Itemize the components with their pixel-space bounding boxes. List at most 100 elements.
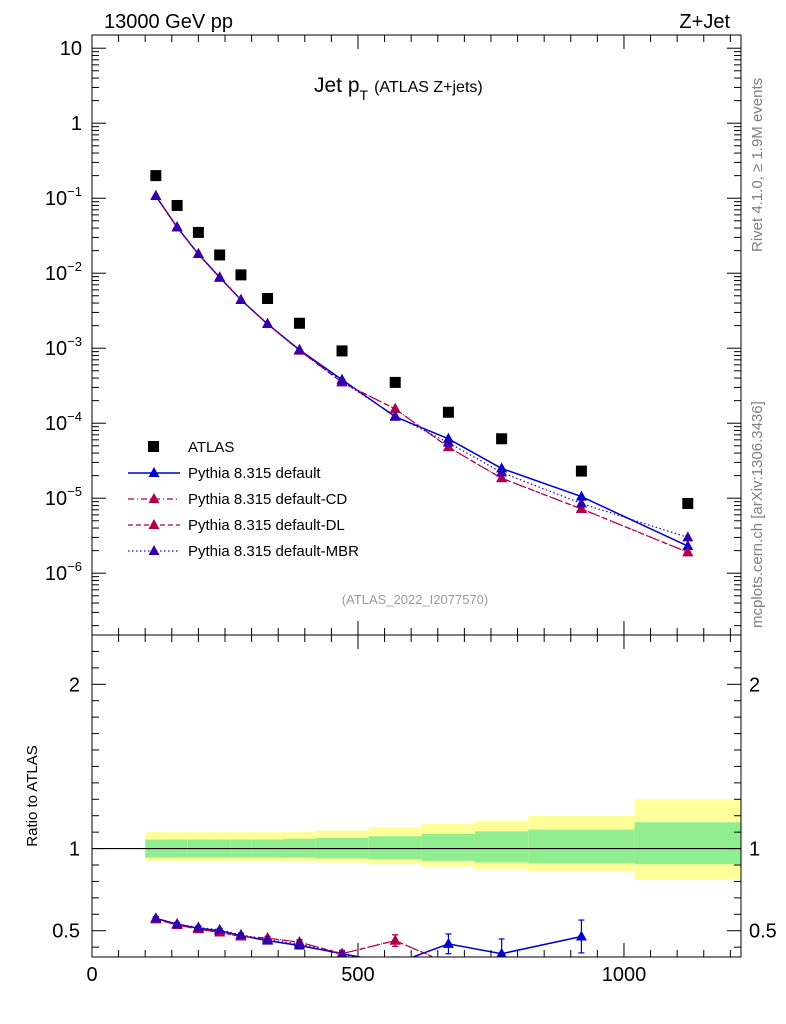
tick-base: 10 bbox=[45, 338, 67, 360]
mc-series-marker bbox=[389, 402, 401, 413]
tick-base: 10 bbox=[45, 263, 67, 285]
ratio-y-tick-label-right: 1 bbox=[749, 839, 760, 861]
ratio-series-marker bbox=[150, 912, 162, 923]
atlas-data-point bbox=[293, 317, 305, 329]
tick-exponent: −4 bbox=[67, 409, 82, 424]
ratio-axes: 0.5 0.5 1 1 2 2 0 500 1000 bbox=[52, 635, 777, 986]
ratio-series-line bbox=[155, 917, 582, 957]
mc-series-marker bbox=[171, 221, 183, 232]
ratio-inner-band bbox=[421, 833, 476, 861]
header-right: Z+Jet bbox=[679, 11, 730, 33]
tick-exponent: −3 bbox=[67, 334, 82, 349]
atlas-data-point bbox=[442, 406, 454, 418]
ratio-y-tick-label-right: 0.5 bbox=[749, 921, 777, 943]
main-title-subscript: T bbox=[360, 87, 369, 103]
mc-series-marker bbox=[682, 546, 694, 557]
ratio-series-marker bbox=[262, 933, 274, 944]
mc-series-marker bbox=[150, 190, 162, 201]
tick-exponent: −2 bbox=[67, 259, 82, 274]
mc-series-marker bbox=[682, 531, 694, 542]
mc-series-marker bbox=[575, 490, 587, 501]
mc-series-marker bbox=[442, 436, 454, 447]
atlas-data-point bbox=[262, 293, 274, 304]
atlas-data-point bbox=[575, 465, 587, 477]
legend-entry-label: ATLAS bbox=[188, 439, 234, 456]
atlas-data-point bbox=[235, 269, 247, 281]
ratio-x-tick-label: 1000 bbox=[602, 964, 647, 986]
ratio-series-marker bbox=[442, 937, 454, 948]
ratio-series-marker bbox=[443, 958, 454, 968]
ratio-series-marker bbox=[576, 958, 587, 968]
main-title-extra: (ATLAS Z+jets) bbox=[374, 79, 483, 96]
main-y-tick-label: 10−1 bbox=[45, 184, 82, 210]
ratio-y-axis-label: Ratio to ATLAS bbox=[24, 745, 41, 846]
ratio-y-tick-label: 2 bbox=[69, 674, 80, 696]
main-y-tick-label: 1 bbox=[71, 113, 82, 135]
rivet-version-label: Rivet 4.1.0, ≥ 1.9M events bbox=[749, 78, 766, 252]
mc-series-marker bbox=[214, 271, 226, 282]
ratio-y-tick-label-right: 2 bbox=[749, 674, 760, 696]
ratio-series-marker bbox=[235, 928, 247, 939]
mc-series-line bbox=[155, 195, 688, 538]
ratio-inner-band bbox=[475, 831, 529, 863]
header-left: 13000 GeV pp bbox=[104, 11, 233, 33]
tick-base: 10 bbox=[45, 188, 67, 210]
ratio-inner-band bbox=[368, 836, 422, 860]
main-title-text: Jet p bbox=[314, 74, 360, 97]
main-y-tick-label: 10−3 bbox=[45, 334, 82, 360]
ratio-series-line bbox=[155, 917, 361, 957]
ratio-series-marker bbox=[443, 958, 454, 968]
main-plot-panel: Jet pT (ATLAS Z+jets) (ATLAS_2022_I207757… bbox=[45, 34, 742, 636]
mc-series-marker bbox=[262, 318, 274, 329]
atlas-data-point bbox=[389, 376, 401, 388]
ratio-x-tick-label: 500 bbox=[341, 964, 374, 986]
tick-base: 10 bbox=[45, 413, 67, 435]
analysis-watermark: (ATLAS_2022_I2077570) bbox=[342, 592, 488, 607]
atlas-data-point bbox=[150, 170, 162, 182]
ratio-series-marker bbox=[390, 958, 401, 968]
ratio-series-marker bbox=[496, 958, 507, 968]
main-y-tick-label: 10−2 bbox=[45, 259, 82, 285]
mc-series-marker bbox=[336, 375, 348, 386]
legend-marker bbox=[148, 493, 160, 503]
main-plot-marks bbox=[150, 170, 694, 557]
ratio-series-marker bbox=[496, 958, 507, 968]
ratio-series-marker bbox=[171, 918, 183, 929]
ratio-series-marker bbox=[390, 958, 401, 968]
legend-entry-label: Pythia 8.315 default-CD bbox=[188, 491, 347, 508]
ratio-plot-marks bbox=[92, 799, 741, 968]
main-title: Jet pT (ATLAS Z+jets) bbox=[314, 74, 483, 103]
mc-series-marker bbox=[575, 502, 587, 513]
ratio-x-tick-label: 0 bbox=[86, 964, 97, 986]
mc-series-marker bbox=[389, 409, 401, 420]
atlas-data-point bbox=[171, 199, 183, 211]
ratio-series-marker bbox=[576, 958, 587, 968]
atlas-data-point bbox=[214, 249, 226, 261]
ratio-inner-band bbox=[528, 829, 635, 864]
ratio-series-marker bbox=[443, 958, 454, 968]
legend-entry-label: Pythia 8.315 default-DL bbox=[188, 517, 345, 534]
ratio-series-marker bbox=[337, 948, 347, 957]
ratio-series-marker bbox=[496, 958, 507, 968]
ratio-y-tick-label: 0.5 bbox=[52, 921, 80, 943]
ratio-inner-band bbox=[634, 822, 741, 865]
atlas-data-point bbox=[496, 433, 508, 445]
main-y-tick-label: 10−4 bbox=[45, 409, 82, 435]
tick-exponent: −6 bbox=[67, 559, 82, 574]
ratio-series-marker bbox=[389, 934, 401, 945]
ratio-series-marker bbox=[575, 930, 587, 941]
legend-marker bbox=[148, 519, 160, 529]
ratio-plot-frame bbox=[91, 634, 742, 958]
legend-marker bbox=[148, 545, 160, 555]
ratio-series-marker bbox=[214, 923, 226, 934]
ratio-series-marker bbox=[496, 947, 507, 957]
ratio-y-tick-label: 1 bbox=[69, 839, 80, 861]
ratio-series-marker bbox=[192, 921, 204, 932]
legend: ATLAS Pythia 8.315 default Pythia 8.315 de… bbox=[128, 439, 359, 560]
ratio-plot-panel: 0.5 0.5 1 1 2 2 0 500 1000 Ratio to ATLAS bbox=[24, 634, 777, 986]
mc-series-marker bbox=[575, 497, 587, 508]
mc-series-marker bbox=[192, 248, 204, 259]
tick-exponent: −1 bbox=[67, 184, 82, 199]
